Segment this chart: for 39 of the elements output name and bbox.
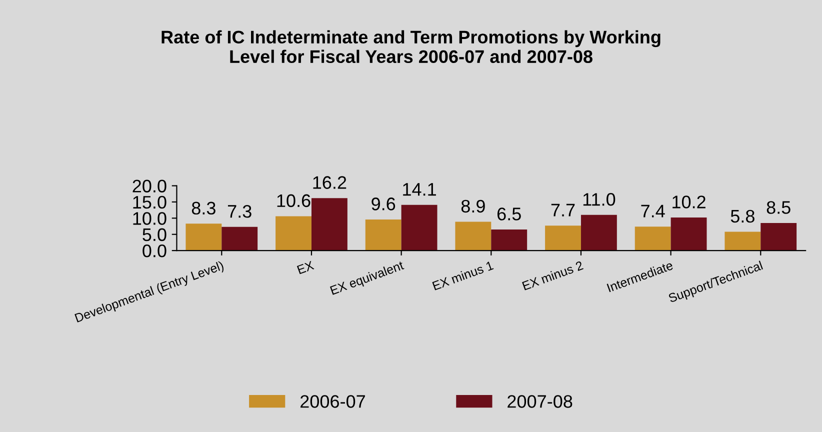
bar: [186, 224, 222, 251]
y-tick-label: 15.0: [133, 196, 166, 209]
bar: [401, 204, 438, 251]
data-label: 16.2: [313, 176, 346, 189]
data-label: 5.8: [730, 210, 754, 223]
bar: [311, 198, 348, 251]
bar: [670, 218, 707, 251]
y-tick-label: 5.0: [142, 228, 166, 242]
data-label: 7.7: [551, 204, 575, 216]
bar: [222, 226, 258, 251]
bar: [724, 232, 761, 251]
data-label: 10.6: [277, 194, 310, 208]
data-label: 8.9: [461, 200, 485, 213]
data-label: 7.3: [228, 205, 252, 218]
bar: [580, 214, 617, 251]
y-tick-label: 0.0: [142, 244, 166, 258]
data-label: 10.2: [672, 196, 706, 208]
bar: [760, 223, 797, 251]
x-tick-label: EX: [296, 260, 314, 274]
data-label: 6.5: [497, 208, 521, 220]
x-tick-label: EX minus 1: [432, 260, 494, 290]
bar: [634, 226, 671, 251]
x-tick-label: EX minus 2: [522, 260, 584, 290]
chart-title: Rate of IC Indeterminate and Term Promotions by Working Level for Fiscal Years 2006-07 and 2007-08: [162, 30, 660, 64]
bar: [276, 216, 312, 251]
data-label: 11.0: [583, 193, 616, 206]
data-label: 8.5: [766, 201, 790, 214]
legend-label: 2006-07: [300, 395, 365, 408]
bar: [455, 222, 492, 251]
y-tick-label: 10.0: [133, 212, 166, 225]
y-tick-label: 20.0: [132, 180, 166, 192]
bar: [365, 219, 402, 251]
data-label: 7.4: [641, 204, 665, 218]
bar: [491, 230, 528, 251]
legend-label: 2007-08: [508, 395, 572, 408]
bar: [545, 226, 581, 251]
data-label: 9.6: [372, 198, 396, 210]
data-label: 8.3: [192, 202, 216, 215]
data-label: 14.1: [403, 183, 436, 196]
